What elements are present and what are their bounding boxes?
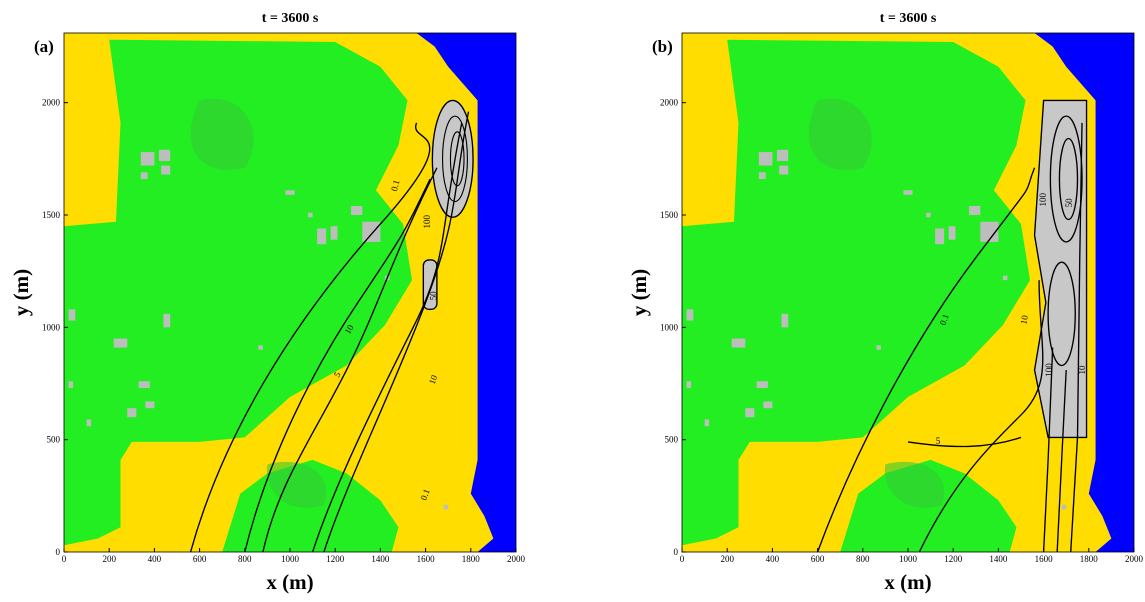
y-tick-label: 500 — [47, 435, 61, 445]
x-tick-label: 1000 — [899, 554, 918, 564]
y-tick-label: 1000 — [42, 322, 61, 332]
y-tick-label: 500 — [665, 435, 679, 445]
x-tick-label: 1200 — [326, 554, 345, 564]
contour-map — [682, 33, 1134, 552]
contour-label: 100 — [1044, 363, 1054, 377]
x-tick-label: 1800 — [462, 554, 481, 564]
contour-label: 100 — [422, 214, 432, 228]
x-tick-label: 200 — [102, 554, 116, 564]
x-axis-label: x (m) — [884, 570, 931, 594]
y-tick-label: 1000 — [660, 322, 679, 332]
x-tick-label: 200 — [720, 554, 734, 564]
x-tick-label: 2000 — [1125, 554, 1144, 564]
panel-label: (a) — [34, 37, 54, 56]
x-tick-label: 1800 — [1080, 554, 1099, 564]
x-tick-label: 1400 — [989, 554, 1008, 564]
chart-title: t = 3600 s — [880, 11, 937, 26]
y-axis-label: y (m) — [627, 269, 651, 316]
contour-label: 5 — [936, 436, 941, 446]
y-tick-label: 2000 — [660, 98, 679, 108]
panel-label: (b) — [652, 37, 673, 56]
figure: 0.110050105100.1020040060080010001200140… — [0, 0, 1145, 597]
x-tick-label: 1600 — [417, 554, 436, 564]
y-tick-label: 1500 — [42, 210, 61, 220]
x-tick-label: 1000 — [281, 554, 300, 564]
x-tick-label: 400 — [766, 554, 780, 564]
x-tick-label: 600 — [811, 554, 825, 564]
contour-label: 50 — [429, 291, 439, 301]
y-axis-label: y (m) — [9, 269, 33, 316]
y-tick-label: 0 — [674, 547, 679, 557]
x-tick-label: 1400 — [371, 554, 390, 564]
x-tick-label: 1200 — [944, 554, 963, 564]
x-tick-label: 800 — [238, 554, 252, 564]
x-tick-label: 800 — [856, 554, 870, 564]
x-tick-label: 0 — [680, 554, 685, 564]
x-axis-label: x (m) — [266, 570, 313, 594]
x-tick-label: 2000 — [507, 554, 526, 564]
contour-label: 50 — [1064, 198, 1074, 208]
contour-map — [64, 33, 516, 552]
x-tick-label: 1600 — [1035, 554, 1054, 564]
y-tick-label: 2000 — [42, 98, 61, 108]
x-tick-label: 0 — [62, 554, 67, 564]
x-tick-label: 600 — [193, 554, 207, 564]
chart-title: t = 3600 s — [262, 11, 319, 26]
y-tick-label: 1500 — [660, 210, 679, 220]
x-tick-label: 400 — [148, 554, 162, 564]
contour-label: 100 — [1038, 192, 1048, 206]
contour-label: 10 — [1077, 365, 1087, 375]
y-tick-label: 0 — [56, 547, 61, 557]
